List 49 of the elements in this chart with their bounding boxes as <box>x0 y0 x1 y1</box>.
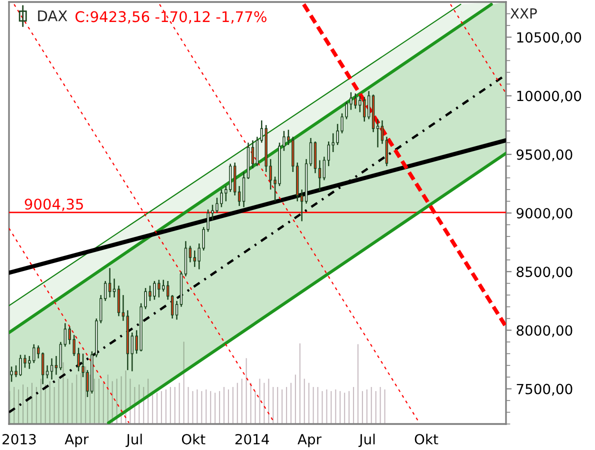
x-tick-label: Okt <box>182 434 206 444</box>
candlestick <box>256 136 259 167</box>
y-axis-title: XXP <box>510 8 537 18</box>
candlestick <box>318 160 322 192</box>
x-tick-label: Apr <box>64 434 89 448</box>
candlestick <box>238 185 241 207</box>
x-tick-label: Jul <box>358 434 375 448</box>
y-tick-label: 9500,00 <box>516 149 572 162</box>
annotation: C:9423,56 -170,12 -1,77% <box>76 11 266 24</box>
candlestick <box>193 250 196 268</box>
y-tick-label: 8000,00 <box>516 325 572 338</box>
candlestick <box>242 171 246 208</box>
candlestick <box>175 300 178 320</box>
x-tick-label: 2013 <box>2 434 36 444</box>
candlestick <box>260 120 264 144</box>
candlestick <box>385 136 388 167</box>
candlestick <box>112 278 116 298</box>
candlestick <box>322 156 326 181</box>
candlestick <box>59 341 62 371</box>
legend-label: DAX <box>38 10 68 22</box>
candlestick <box>108 267 112 298</box>
candlestick <box>54 355 58 376</box>
x-tick-label: Okt <box>414 434 438 444</box>
candlestick <box>380 120 384 144</box>
x-tick-label: 2014 <box>235 434 269 444</box>
candlestick <box>46 364 49 379</box>
candlestick <box>64 322 66 348</box>
candlestick <box>36 344 40 359</box>
x-tick-label: Jul <box>126 434 142 448</box>
candlestick <box>251 140 254 170</box>
candlestick <box>122 294 125 322</box>
candlestick <box>104 280 107 302</box>
x-tick-label: Apr <box>298 434 322 448</box>
y-tick-label: 10000,00 <box>517 90 582 103</box>
candlestick <box>50 358 54 380</box>
y-tick-label: 8500,00 <box>516 266 572 278</box>
candlestick <box>166 280 170 300</box>
candlestick <box>376 118 380 148</box>
candlestick <box>309 137 312 167</box>
candlestick <box>188 245 192 263</box>
candlestick <box>300 188 304 222</box>
candlestick <box>367 90 370 120</box>
candlestick <box>117 285 120 317</box>
y-tick-label: 9000,00 <box>516 208 572 220</box>
candlestick <box>170 294 174 320</box>
ref-line-label: 9004,35 <box>24 198 83 212</box>
y-tick-label: 10500,00 <box>517 32 582 44</box>
candlestick <box>41 352 44 385</box>
y-tick-label: 7500,00 <box>516 384 572 396</box>
